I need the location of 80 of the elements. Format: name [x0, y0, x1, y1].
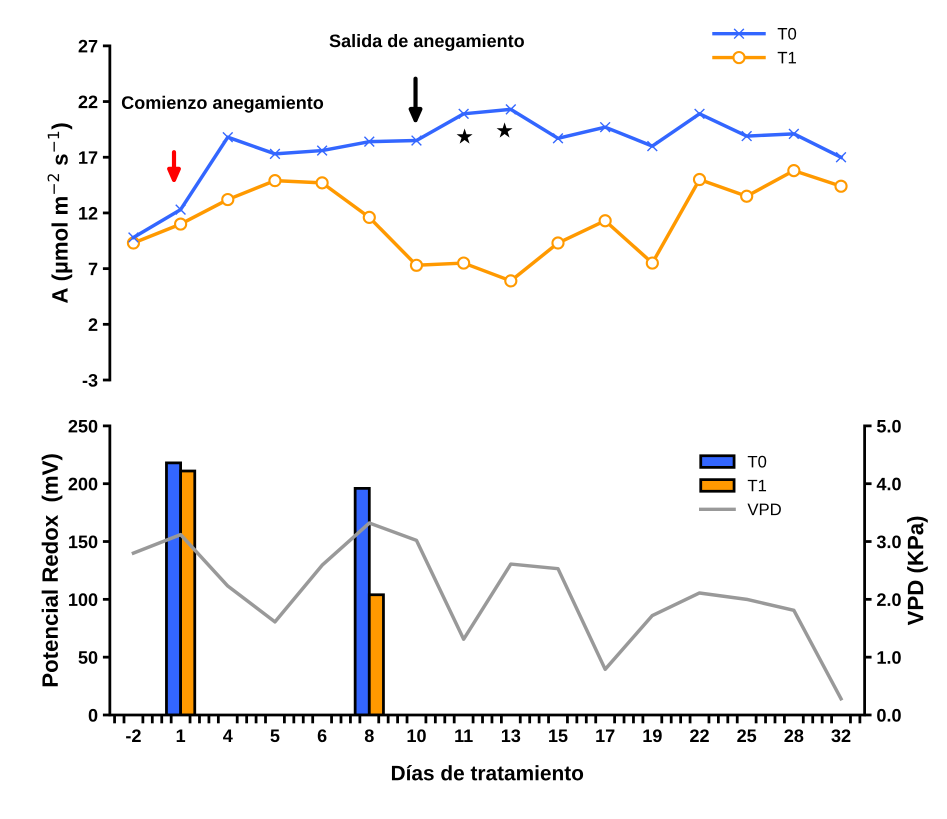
y-tick-label: 27 — [78, 40, 98, 52]
point — [362, 210, 376, 224]
x-tick-label: 19 — [643, 729, 662, 742]
y2-tick-label: 5.0 — [876, 420, 901, 433]
annotation: Comienzo anegamiento — [122, 96, 324, 113]
point — [694, 108, 706, 120]
point — [410, 258, 424, 272]
y2-tick-label: 3.0 — [876, 535, 901, 548]
point — [600, 122, 611, 133]
x-tick-label: 28 — [784, 729, 804, 742]
point — [551, 236, 565, 250]
y-axis-title: A (µmol m$^{−2}$ s$^{−1}$) — [48, 123, 72, 304]
point — [834, 180, 848, 193]
point — [316, 176, 329, 190]
point — [692, 172, 706, 186]
legend-label: T0 — [748, 456, 766, 468]
point — [458, 108, 470, 120]
point — [175, 204, 186, 216]
y-tick-label: 7 — [88, 262, 98, 276]
point — [504, 274, 518, 288]
x-tick-label: -2 — [126, 729, 141, 742]
x-tick-label: 8 — [364, 729, 374, 742]
x-tick-label: 32 — [831, 729, 850, 742]
y2-tick-label: 1.0 — [878, 651, 901, 664]
y-tick-label: 50 — [78, 651, 98, 664]
x-axis-title: Días de tratamiento — [392, 764, 584, 780]
x-tick-label: 22 — [690, 729, 709, 742]
point — [552, 132, 564, 144]
x-tick-label: 6 — [318, 729, 326, 742]
x-tick-label: 11 — [455, 730, 473, 742]
y-tick-label: 12 — [79, 206, 98, 220]
point — [741, 130, 752, 142]
x-tick-label: 4 — [223, 730, 233, 742]
y-tick-label: 150 — [69, 535, 98, 548]
y-tick-label: 100 — [69, 593, 98, 606]
y-tick-label: 22 — [78, 95, 98, 108]
point — [364, 136, 375, 148]
point — [646, 256, 659, 270]
legend-label: T0 — [778, 28, 796, 40]
y2-axis-title: VPD (KPa) — [907, 516, 928, 626]
legend-label: T1 — [778, 52, 796, 64]
legend-label: VPD — [747, 504, 781, 516]
point — [740, 190, 754, 203]
x-tick-label: 17 — [596, 730, 614, 742]
point — [316, 145, 328, 156]
y-tick-label: 0 — [88, 708, 98, 722]
x-tick-label: 1 — [176, 730, 186, 742]
legend-label: T1 — [748, 480, 766, 492]
x-tick-label: 15 — [549, 730, 568, 742]
y-axis-title: Potencial Redox (mV) — [42, 454, 62, 686]
annotation: Salida de anegamiento — [330, 34, 524, 51]
annotation: ★ — [496, 122, 513, 138]
x-tick-label: 25 — [737, 729, 756, 742]
point — [222, 132, 234, 143]
x-tick-label: 13 — [502, 729, 520, 742]
point — [646, 140, 658, 152]
point — [221, 192, 234, 206]
point — [269, 148, 281, 160]
line-series — [132, 521, 843, 701]
point — [268, 174, 282, 188]
point — [788, 128, 800, 140]
point — [410, 134, 422, 146]
y2-tick-label: 4.0 — [876, 478, 901, 490]
y-tick-label: 2 — [88, 318, 98, 331]
x-tick-label: 5 — [270, 730, 280, 742]
y2-tick-label: 2.0 — [877, 593, 901, 606]
y-tick-label: 17 — [79, 151, 98, 164]
point — [787, 164, 800, 178]
x-tick-label: 10 — [408, 729, 426, 742]
y-tick-label: 250 — [68, 420, 98, 433]
y2-tick-label: 0.0 — [877, 708, 901, 722]
point — [598, 214, 612, 228]
point — [174, 217, 188, 231]
point — [457, 256, 470, 270]
point — [835, 152, 847, 163]
point — [505, 104, 516, 115]
point — [128, 232, 139, 243]
y-tick-label: 200 — [68, 478, 98, 490]
y-tick-label: -3 — [82, 374, 98, 387]
annotation: ★ — [456, 128, 473, 144]
